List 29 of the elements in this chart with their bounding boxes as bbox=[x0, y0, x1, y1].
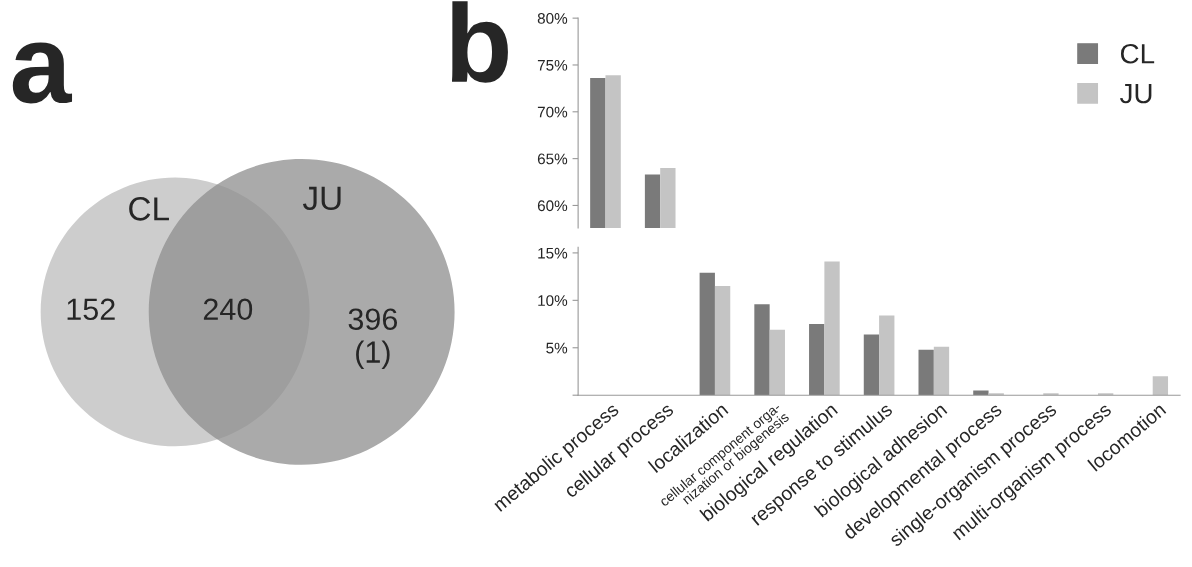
y-tick-label: 10% bbox=[538, 295, 568, 307]
y-tick-label: 80% bbox=[537, 13, 568, 24]
y-tick-label: 60% bbox=[537, 200, 568, 212]
y-tick-label: 75% bbox=[537, 59, 568, 71]
bar bbox=[824, 261, 840, 396]
bar bbox=[809, 324, 825, 396]
y-tick-label: 65% bbox=[537, 153, 568, 165]
chart-title: b bbox=[451, 1, 508, 83]
legend-label: CL bbox=[1120, 43, 1155, 64]
bar bbox=[769, 329, 785, 396]
bar bbox=[918, 349, 934, 396]
y-tick-label: 5% bbox=[546, 342, 568, 354]
category-label: JU bbox=[302, 186, 341, 211]
bar bbox=[754, 304, 770, 396]
y-tick-label: 70% bbox=[537, 106, 568, 118]
bar bbox=[879, 315, 895, 396]
bar bbox=[714, 286, 731, 396]
bar bbox=[973, 390, 989, 396]
text: 152 bbox=[67, 298, 115, 321]
bar bbox=[933, 346, 950, 396]
text: a bbox=[12, 42, 73, 104]
bar bbox=[863, 334, 880, 396]
text: 396 (1) bbox=[348, 308, 398, 369]
category-label: CL bbox=[129, 197, 169, 221]
text: 240 bbox=[203, 298, 253, 321]
y-tick-label: 15% bbox=[538, 247, 568, 259]
legend-label: JU bbox=[1120, 83, 1152, 104]
bar bbox=[699, 272, 715, 396]
bar bbox=[1152, 376, 1169, 396]
